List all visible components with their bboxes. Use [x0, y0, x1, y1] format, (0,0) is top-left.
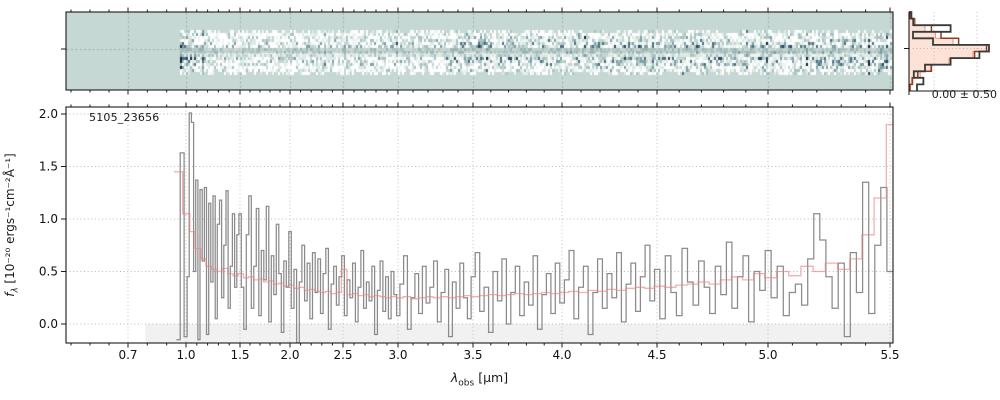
histogram-pixel-line [909, 11, 990, 91]
x-tick-label: 2.5 [333, 348, 352, 362]
spectrum-2d-frame [65, 11, 894, 91]
y-axis-label: fλ [10⁻²⁰ ergs⁻¹cm⁻²Å⁻¹] [3, 105, 21, 345]
x-axis-unit: [μm] [478, 370, 509, 385]
x-tick-label: 2.0 [280, 348, 299, 362]
x-tick-label: 4.0 [552, 348, 571, 362]
y-tick-label: 2.0 [39, 107, 58, 121]
x-tick-label: 1.5 [230, 348, 249, 362]
y-tick-label: 1.5 [39, 160, 58, 174]
x-tick-label: 3.5 [463, 348, 482, 362]
flux-steps-line [176, 112, 893, 343]
x-tick-label: 1.0 [176, 348, 195, 362]
x-tick-label: 5.0 [758, 348, 777, 362]
x-tick-label: 5.5 [880, 348, 899, 362]
histogram-panel [904, 11, 991, 95]
main-frame [65, 106, 894, 344]
x-axis-symbol: λ [450, 370, 459, 385]
y-tick-label: 0.5 [39, 265, 58, 279]
below-zero-band [145, 324, 893, 343]
y-axis-unit: [10⁻²⁰ ergs⁻¹cm⁻²Å⁻¹] [3, 153, 17, 284]
y-axis-subscript: λ [10, 287, 21, 293]
target-id-label: 5105_23656 [89, 111, 160, 124]
error-steps-line [173, 123, 893, 300]
y-tick-label: 1.0 [39, 212, 58, 226]
y-tick-label: 0.0 [39, 317, 58, 331]
spectrum-2d-panel [61, 11, 894, 91]
y-tick-labels: 0.0 0.5 1.0 1.5 2.0 [39, 107, 58, 331]
y-axis-symbol: f [3, 292, 17, 297]
x-tick-labels: 0.7 1.0 1.5 2.0 2.5 3.0 3.5 4.0 4.5 5.0 5.5 [118, 348, 899, 362]
spectrum-1d-panel [65, 106, 894, 344]
x-tick-label: 0.7 [118, 348, 137, 362]
x-tick-label: 4.5 [647, 348, 666, 362]
x-axis-label: λobs [μm] [66, 370, 893, 389]
x-tick-label: 3.0 [388, 348, 407, 362]
y-ticks [61, 113, 66, 325]
x-axis-subscript: obs [458, 378, 475, 389]
histogram-stats-label: 0.00 ± 0.50 [931, 88, 997, 101]
x-ticks [70, 7, 891, 348]
